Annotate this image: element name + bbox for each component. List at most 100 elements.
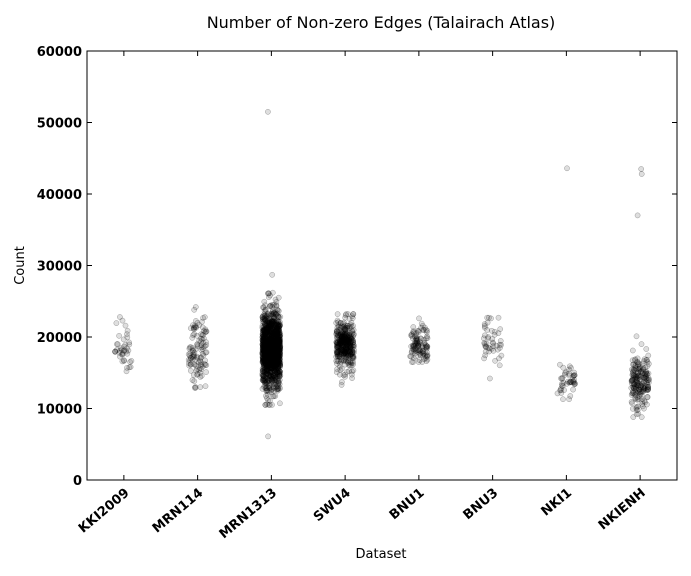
data-point-mrn114 [203, 349, 210, 356]
data-point-mrn1313 [261, 350, 268, 357]
data-point-kki2009 [124, 350, 131, 357]
data-point-mrn1313 [261, 348, 267, 355]
data-point-mrn1313 [269, 375, 275, 382]
data-point-mrn1313 [259, 377, 266, 383]
data-point-mrn1313 [275, 353, 282, 360]
data-point-mrn1313 [275, 327, 282, 333]
data-point-mrn1313 [269, 342, 276, 349]
data-point-mrn114 [197, 370, 204, 376]
data-point-mrn1313 [275, 321, 282, 328]
data-point-mrn1313 [265, 108, 271, 115]
data-point-mrn1313 [274, 336, 281, 343]
data-point-mrn1313 [264, 327, 271, 333]
data-point-mrn1313 [275, 348, 282, 354]
data-point-mrn1313 [272, 344, 279, 351]
data-point-mrn1313 [266, 361, 273, 367]
data-point-nkienh [638, 171, 645, 177]
data-point-mrn1313 [276, 343, 282, 350]
data-point-mrn1313 [260, 304, 267, 311]
data-point-mrn1313 [263, 329, 270, 335]
data-point-mrn1313 [275, 378, 282, 384]
data-point-mrn1313 [266, 371, 272, 378]
data-point-mrn1313 [276, 345, 283, 351]
data-point-mrn1313 [275, 331, 281, 338]
data-point-mrn1313 [268, 364, 275, 371]
data-point-mrn1313 [269, 373, 276, 380]
data-point-mrn1313 [276, 356, 283, 362]
data-point-mrn1313 [267, 336, 274, 343]
data-point-mrn1313 [266, 336, 273, 343]
data-point-mrn1313 [272, 356, 279, 363]
data-point-mrn1313 [276, 336, 283, 343]
data-point-mrn1313 [271, 360, 278, 367]
data-point-mrn1313 [277, 349, 283, 356]
data-point-mrn1313 [266, 331, 272, 338]
data-point-mrn114 [202, 357, 208, 364]
data-point-swu4 [334, 360, 340, 367]
data-point-mrn1313 [275, 381, 281, 388]
data-point-kki2009 [114, 341, 121, 347]
data-point-mrn1313 [261, 313, 268, 319]
data-point-mrn114 [196, 367, 203, 373]
data-point-mrn1313 [271, 344, 278, 351]
data-point-nkienh [634, 212, 641, 219]
data-point-mrn1313 [267, 372, 273, 378]
data-point-mrn1313 [264, 351, 270, 358]
data-point-mrn114 [189, 354, 196, 360]
data-point-mrn1313 [268, 321, 275, 327]
y-tick-label: 60000 [37, 45, 82, 60]
data-point-mrn1313 [267, 339, 274, 346]
data-point-mrn1313 [271, 330, 277, 337]
data-point-mrn1313 [261, 342, 268, 348]
data-point-mrn1313 [261, 350, 268, 357]
data-point-mrn1313 [274, 327, 281, 333]
data-point-mrn1313 [272, 352, 279, 358]
data-point-mrn1313 [271, 318, 277, 324]
data-point-nkienh [639, 403, 646, 410]
data-point-mrn1313 [277, 362, 284, 369]
data-point-mrn1313 [271, 363, 277, 370]
data-point-mrn1313 [270, 358, 277, 364]
data-point-mrn1313 [264, 368, 271, 374]
data-point-mrn1313 [266, 388, 273, 395]
data-point-mrn114 [195, 359, 202, 366]
data-point-mrn1313 [269, 365, 275, 372]
data-point-mrn1313 [261, 328, 268, 335]
data-point-mrn1313 [264, 344, 270, 351]
data-point-mrn1313 [273, 349, 280, 356]
data-point-mrn1313 [266, 339, 273, 346]
data-point-mrn1313 [273, 341, 280, 348]
data-point-kki2009 [126, 341, 133, 348]
data-point-mrn114 [190, 353, 197, 360]
data-point-mrn1313 [276, 314, 282, 321]
data-point-mrn1313 [276, 338, 283, 345]
data-point-mrn114 [191, 331, 198, 337]
data-point-mrn1313 [262, 330, 269, 337]
data-point-mrn1313 [264, 383, 271, 390]
data-point-mrn1313 [260, 343, 267, 350]
data-point-mrn1313 [259, 334, 266, 341]
data-point-mrn1313 [268, 325, 275, 332]
data-point-mrn1313 [265, 325, 272, 332]
data-point-mrn114 [191, 361, 198, 368]
data-point-mrn1313 [274, 306, 281, 313]
data-point-mrn114 [186, 345, 193, 352]
data-point-kki2009 [119, 358, 126, 365]
data-point-mrn1313 [276, 319, 283, 325]
data-point-kki2009 [119, 351, 126, 358]
data-point-mrn1313 [266, 341, 272, 347]
data-point-mrn1313 [263, 316, 270, 323]
data-point-mrn1313 [259, 334, 266, 340]
data-point-mrn114 [198, 361, 205, 368]
data-point-mrn1313 [272, 351, 279, 358]
data-point-kki2009 [112, 349, 118, 355]
data-point-mrn114 [199, 363, 206, 370]
data-point-mrn114 [196, 337, 203, 344]
data-point-kki2009 [116, 332, 122, 339]
data-point-mrn1313 [271, 352, 277, 359]
data-point-mrn1313 [272, 296, 279, 303]
data-point-mrn1313 [272, 361, 279, 367]
data-point-mrn1313 [267, 330, 274, 337]
data-point-mrn1313 [266, 384, 273, 391]
data-point-mrn1313 [272, 342, 279, 349]
